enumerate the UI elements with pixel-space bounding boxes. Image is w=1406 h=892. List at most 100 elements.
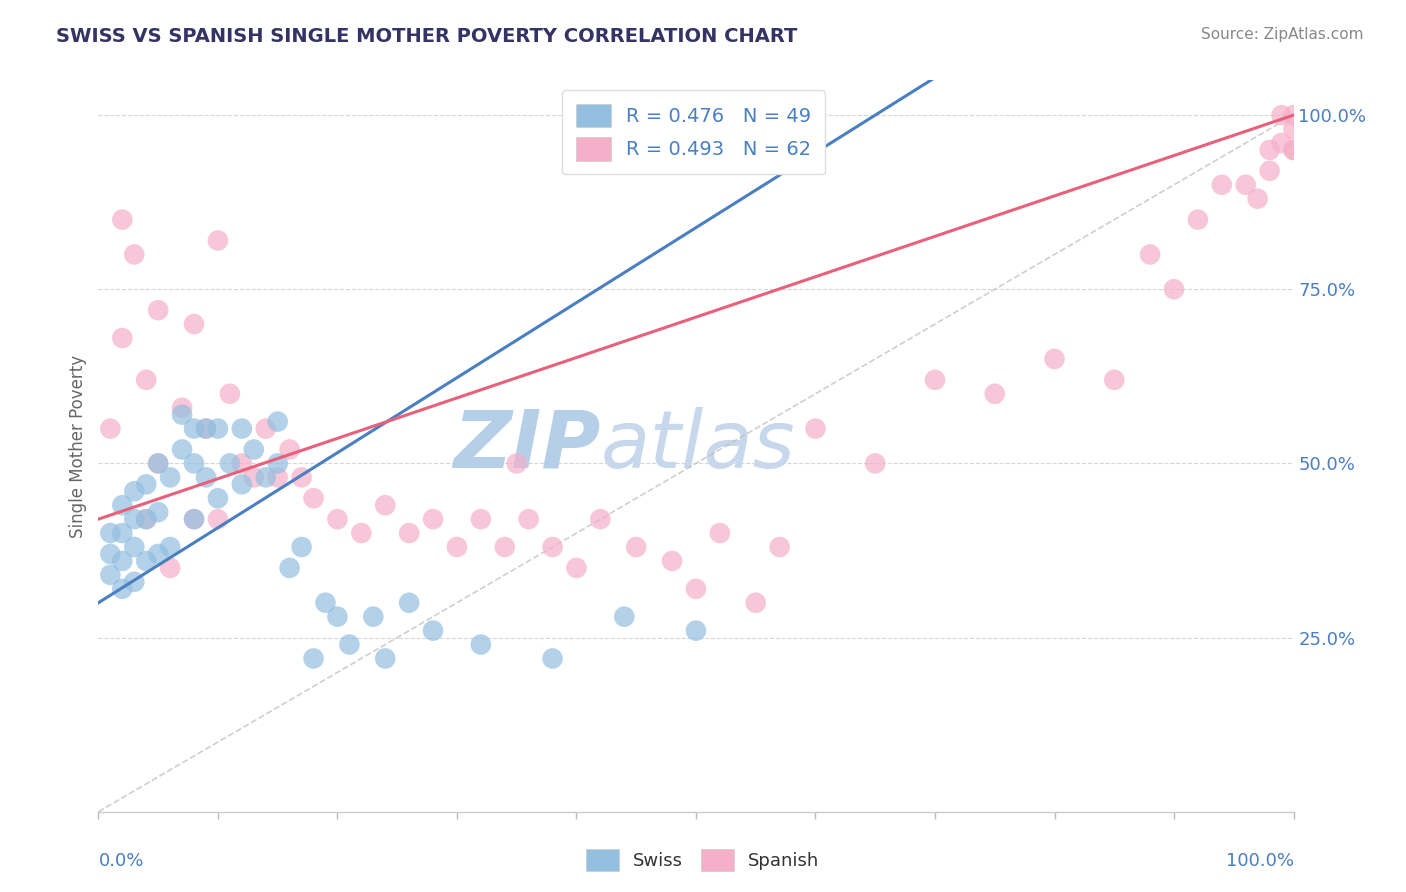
Point (183, 317, 205, 331)
Point (470, 638, 492, 652)
Point (422, 624, 444, 638)
Point (1271, 108, 1294, 122)
Point (172, 408, 194, 422)
Text: 100.0%: 100.0% (1226, 852, 1294, 870)
Text: atlas: atlas (600, 407, 796, 485)
Point (183, 421, 205, 435)
Point (661, 554, 683, 568)
Legend: Swiss, Spanish: Swiss, Spanish (579, 842, 827, 879)
Point (1163, 282, 1185, 296)
Point (326, 512, 349, 526)
Point (1187, 212, 1209, 227)
Point (207, 512, 229, 526)
Point (804, 421, 827, 435)
Point (470, 512, 492, 526)
Point (111, 331, 134, 345)
Point (207, 234, 229, 248)
Point (148, 303, 170, 318)
Point (172, 401, 194, 415)
Point (302, 651, 325, 665)
Point (219, 457, 242, 471)
Text: ZIP: ZIP (453, 407, 600, 485)
Point (195, 470, 218, 484)
Point (111, 212, 134, 227)
Text: SWISS VS SPANISH SINGLE MOTHER POVERTY CORRELATION CHART: SWISS VS SPANISH SINGLE MOTHER POVERTY C… (56, 27, 797, 45)
Point (374, 651, 396, 665)
Point (148, 547, 170, 561)
Point (398, 526, 420, 541)
Point (183, 512, 205, 526)
Point (159, 470, 181, 484)
Point (195, 421, 218, 435)
Point (984, 386, 1007, 401)
Point (124, 247, 146, 261)
Point (98, 526, 122, 541)
Point (148, 505, 170, 519)
Point (278, 442, 301, 457)
Point (159, 540, 181, 554)
Point (1271, 136, 1294, 150)
Point (172, 442, 194, 457)
Point (1282, 143, 1305, 157)
Point (124, 484, 146, 499)
Point (254, 421, 277, 435)
Point (1234, 178, 1257, 192)
Point (291, 540, 314, 554)
Point (565, 561, 588, 575)
Point (183, 457, 205, 471)
Point (302, 491, 325, 506)
Point (124, 574, 146, 589)
Point (1043, 351, 1066, 366)
Point (267, 415, 290, 429)
Point (124, 512, 146, 526)
Point (98, 547, 122, 561)
Point (135, 477, 157, 491)
Point (111, 526, 134, 541)
Point (1258, 143, 1281, 157)
Point (267, 470, 290, 484)
Point (506, 457, 529, 471)
Point (541, 540, 564, 554)
Point (219, 386, 242, 401)
Y-axis label: Single Mother Poverty: Single Mother Poverty (69, 354, 87, 538)
Point (1139, 247, 1161, 261)
Point (135, 512, 157, 526)
Point (111, 554, 134, 568)
Point (398, 596, 420, 610)
Point (422, 512, 444, 526)
Point (124, 540, 146, 554)
Point (135, 373, 157, 387)
Point (626, 540, 648, 554)
Point (207, 421, 229, 435)
Text: 0.0%: 0.0% (98, 852, 143, 870)
Point (135, 512, 157, 526)
Point (494, 540, 516, 554)
Text: Source: ZipAtlas.com: Source: ZipAtlas.com (1201, 27, 1364, 42)
Point (1211, 178, 1233, 192)
Point (709, 526, 731, 541)
Point (111, 582, 134, 596)
Point (195, 421, 218, 435)
Point (243, 442, 266, 457)
Point (267, 457, 290, 471)
Point (326, 609, 349, 624)
Point (207, 491, 229, 506)
Point (374, 498, 396, 512)
Point (183, 512, 205, 526)
Point (589, 512, 612, 526)
Point (254, 470, 277, 484)
Point (924, 373, 946, 387)
Point (231, 421, 253, 435)
Point (278, 561, 301, 575)
Point (291, 470, 314, 484)
Point (231, 477, 253, 491)
Point (446, 540, 468, 554)
Point (350, 526, 373, 541)
Point (1258, 164, 1281, 178)
Point (243, 470, 266, 484)
Point (135, 554, 157, 568)
Point (517, 512, 540, 526)
Point (339, 638, 361, 652)
Legend: R = 0.476   N = 49, R = 0.493   N = 62: R = 0.476 N = 49, R = 0.493 N = 62 (562, 90, 825, 175)
Point (315, 596, 337, 610)
